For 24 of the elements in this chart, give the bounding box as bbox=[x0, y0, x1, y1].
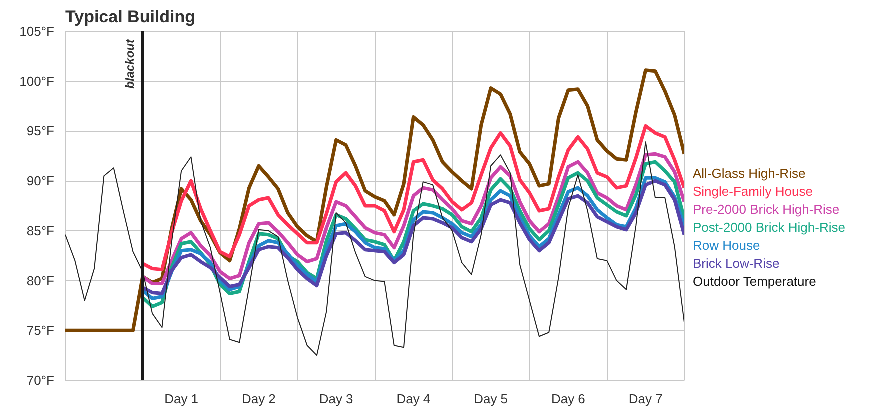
y-tick-label: 100°F bbox=[20, 74, 55, 89]
x-tick-label: Day 4 bbox=[396, 392, 431, 406]
x-tick-label: Day 3 bbox=[319, 392, 354, 406]
y-tick-label: 85°F bbox=[26, 223, 55, 238]
y-tick-label: 75°F bbox=[26, 323, 55, 338]
chart-title: Typical Building bbox=[66, 8, 196, 26]
annotation: blackout bbox=[122, 38, 137, 89]
x-tick-label: Day 2 bbox=[242, 392, 276, 406]
y-tick-label: 105°F bbox=[20, 24, 55, 39]
y-tick-label: 80°F bbox=[26, 273, 55, 288]
y-tick-label: 70°F bbox=[26, 373, 55, 388]
y-tick-label: 90°F bbox=[26, 174, 55, 189]
x-tick-label: Day 1 bbox=[164, 392, 199, 406]
series-label: Brick Low-Rise bbox=[693, 255, 781, 273]
x-tick-label: Day 7 bbox=[628, 392, 663, 406]
series-label: Post-2000 Brick High-Rise bbox=[693, 219, 846, 237]
series-label: Outdoor Temperature bbox=[693, 273, 818, 291]
x-tick-label: Day 5 bbox=[474, 392, 508, 406]
series-label: Pre-2000 Brick High-Rise bbox=[693, 201, 841, 219]
x-tick-label: Day 6 bbox=[551, 392, 586, 406]
y-tick-label: 95°F bbox=[26, 124, 55, 139]
series-label: Row House bbox=[693, 237, 762, 255]
series-label: Single-Family House bbox=[693, 183, 814, 201]
series-label: All-Glass High-Rise bbox=[693, 165, 807, 183]
